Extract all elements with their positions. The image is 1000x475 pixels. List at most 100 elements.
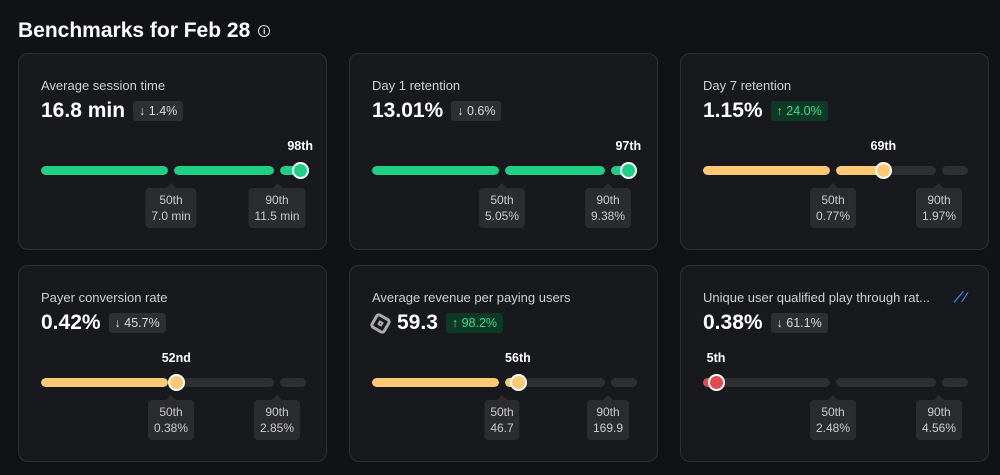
- metric-value-row: 59.3 ↑ 98.2%: [368, 311, 504, 335]
- metric-title: Unique user qualified play through rat..…: [703, 290, 930, 305]
- p50-tooltip: 50th 2.48%: [809, 395, 857, 440]
- bar-fill: [372, 378, 499, 387]
- bar-segment: [505, 166, 605, 175]
- bar-segment: [41, 166, 168, 175]
- bar-segment: [372, 166, 499, 175]
- percentile-marker: [168, 374, 186, 391]
- metric-value-row: 13.01% ↓ 0.6%: [372, 99, 502, 123]
- p90-tooltip: 90th 11.5 min: [248, 183, 306, 228]
- bar-segment: [703, 166, 830, 175]
- bar-fill: [703, 166, 830, 175]
- benchmark-card: Average revenue per paying users 59.3 ↑ 9…: [349, 265, 658, 462]
- bar-fill: [41, 166, 168, 175]
- p90-tooltip: 90th 2.85%: [253, 395, 301, 440]
- metric-value-row: 0.38% ↓ 61.1%: [703, 311, 828, 335]
- bar-segment: [280, 378, 306, 387]
- metric-value: 16.8 min: [41, 99, 126, 122]
- metric-title: Day 7 retention: [703, 78, 792, 93]
- metric-value: 59.3: [397, 311, 438, 334]
- metric-value: 1.15%: [703, 99, 763, 122]
- p90-value: 4.56%: [921, 421, 957, 435]
- benchmark-card: Day 1 retention 13.01% ↓ 0.6% 97th 50th 5.…: [349, 53, 658, 250]
- p90-value: 169.9: [592, 421, 624, 435]
- metric-value: 0.42%: [41, 311, 101, 334]
- p90-label: 90th: [596, 405, 620, 419]
- p50-tooltip: 50th 5.05%: [478, 183, 526, 228]
- p50-tooltip: 50th 46.7: [484, 395, 520, 440]
- percentile-label: 98th: [287, 139, 314, 153]
- p50-value: 5.05%: [484, 209, 520, 223]
- percentile-bar: 52nd 50th 0.38% 90th 2.85%: [41, 351, 306, 440]
- p50-value: 46.7: [490, 421, 514, 435]
- p50-label: 50th: [490, 193, 514, 207]
- p90-value: 11.5 min: [254, 209, 300, 223]
- percentile-bar: 5th 50th 2.48% 90th 4.56%: [703, 351, 968, 440]
- p50-label: 50th: [159, 405, 183, 419]
- metric-value-row: 1.15% ↑ 24.0%: [703, 99, 828, 123]
- percentile-marker: [620, 162, 638, 179]
- bar-segment: [611, 378, 637, 387]
- percentile-label: 5th: [706, 351, 726, 365]
- metric-value-row: 16.8 min ↓ 1.4%: [41, 99, 184, 123]
- metric-title: Average revenue per paying users: [372, 290, 571, 305]
- p90-tooltip: 90th 4.56%: [915, 395, 963, 440]
- percentile-bar: 56th 50th 46.7 90th 169.9: [372, 351, 637, 440]
- metric-value: 13.01%: [372, 99, 444, 122]
- p90-value: 9.38%: [590, 209, 626, 223]
- p50-label: 50th: [821, 193, 845, 207]
- percentile-bar: 97th 50th 5.05% 90th 9.38%: [372, 139, 641, 228]
- bar-fill: [41, 378, 168, 387]
- bar-segment: [174, 166, 274, 175]
- percentile-bar: 69th 50th 0.77% 90th 1.97%: [703, 139, 968, 228]
- p50-value: 0.77%: [815, 209, 851, 223]
- robux-icon: [368, 311, 393, 335]
- benchmark-card: Unique user qualified play through rat..…: [680, 265, 989, 462]
- delta-badge: ↓ 61.1%: [770, 313, 828, 333]
- delta-badge: ↑ 24.0%: [770, 101, 828, 121]
- bar-fill: [372, 166, 499, 175]
- page-title: Benchmarks for Feb 28 i: [18, 19, 271, 43]
- p50-label: 50th: [821, 405, 845, 419]
- percentile-marker: [509, 374, 527, 391]
- bar-segment: [372, 378, 499, 387]
- bar-fill: [836, 166, 884, 175]
- percentile-label: 52nd: [161, 351, 191, 365]
- trend-chart-icon[interactable]: ⟋⁄: [953, 289, 966, 305]
- delta-badge: ↓ 45.7%: [108, 313, 166, 333]
- metric-value-row: 0.42% ↓ 45.7%: [41, 311, 166, 335]
- percentile-bar: 98th 50th 7.0 min 90th 11.5 min: [41, 139, 313, 228]
- benchmark-card: Day 7 retention 1.15% ↑ 24.0% 69th 50th 0.…: [680, 53, 989, 250]
- benchmark-card: Payer conversion rate 0.42% ↓ 45.7% 52nd …: [18, 265, 327, 462]
- metric-title: Average session time: [41, 78, 166, 93]
- page-title-text: Benchmarks for Feb 28: [18, 19, 251, 42]
- bar-fill: [280, 166, 301, 175]
- bar-fill: [174, 166, 274, 175]
- p50-label: 50th: [490, 405, 514, 419]
- bar-segment: [942, 166, 968, 175]
- percentile-label: 56th: [505, 351, 531, 365]
- bar-fill: [611, 166, 629, 175]
- p90-value: 2.85%: [259, 421, 295, 435]
- p50-value: 0.38%: [153, 421, 189, 435]
- p90-label: 90th: [927, 193, 951, 207]
- delta-badge: ↓ 1.4%: [133, 101, 184, 121]
- percentile-marker: [708, 374, 725, 391]
- bar-segment: [942, 378, 968, 387]
- bar-segment: [836, 378, 936, 387]
- p50-tooltip: 50th 7.0 min: [145, 183, 197, 228]
- benchmark-card: Average session time 16.8 min ↓ 1.4% 98th…: [18, 53, 327, 250]
- p90-tooltip: 90th 169.9: [586, 395, 630, 440]
- metric-value: 0.38%: [703, 311, 763, 334]
- percentile-marker: [875, 162, 893, 179]
- p50-label: 50th: [159, 193, 183, 207]
- delta-badge: ↓ 0.6%: [451, 101, 502, 121]
- p50-tooltip: 50th 0.77%: [809, 183, 857, 228]
- p90-tooltip: 90th 9.38%: [584, 183, 632, 228]
- info-icon[interactable]: i: [258, 25, 271, 37]
- metric-title: Day 1 retention: [372, 78, 461, 93]
- percentile-label: 69th: [870, 139, 897, 153]
- p50-value: 7.0 min: [151, 209, 191, 223]
- p50-value: 2.48%: [815, 421, 851, 435]
- p90-value: 1.97%: [921, 209, 957, 223]
- p90-label: 90th: [265, 193, 289, 207]
